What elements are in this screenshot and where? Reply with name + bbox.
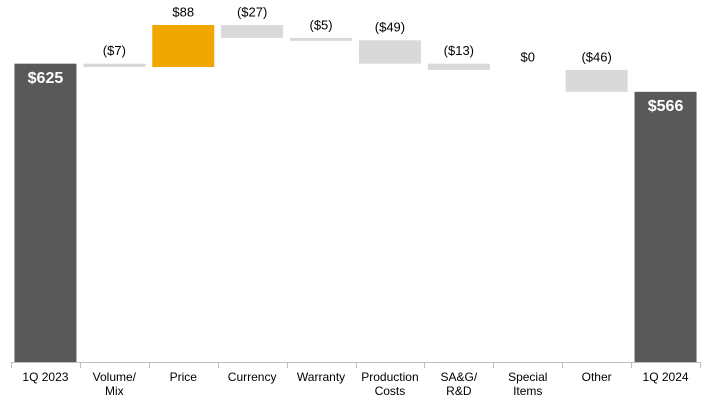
x-tick-label: Production Costs: [361, 370, 419, 398]
step-bar: [358, 40, 421, 64]
data-label: $566: [648, 98, 684, 115]
total-bar: [14, 63, 77, 362]
x-tick-label: Warranty: [296, 370, 346, 384]
x-tick-label: Volume/ Mix: [92, 370, 137, 398]
x-tick-label: 1Q 2024: [642, 370, 689, 384]
step-bar: [565, 69, 628, 92]
data-label: ($46): [581, 49, 611, 64]
step-bar: [152, 25, 215, 68]
step-bar: [83, 63, 146, 68]
data-label: $88: [172, 4, 194, 19]
data-label: $625: [28, 70, 64, 87]
data-label: ($13): [444, 43, 474, 58]
x-tick-label: Special Items: [508, 370, 548, 398]
x-tick-label: 1Q 2023: [22, 370, 69, 384]
x-tick-label: Price: [169, 370, 197, 384]
data-label: ($7): [103, 43, 126, 58]
step-bar: [221, 25, 284, 38]
step-bar: [427, 63, 490, 70]
x-tick-label: Other: [581, 370, 612, 384]
data-label: ($5): [309, 17, 332, 32]
data-label: ($27): [237, 4, 267, 19]
step-bar: [290, 37, 353, 41]
data-label: $0: [521, 49, 535, 64]
total-bar: [634, 91, 697, 362]
x-tick-label: SA&G/ R&D: [440, 370, 478, 398]
x-tick-label: Currency: [227, 370, 277, 384]
data-label: ($49): [375, 20, 405, 35]
